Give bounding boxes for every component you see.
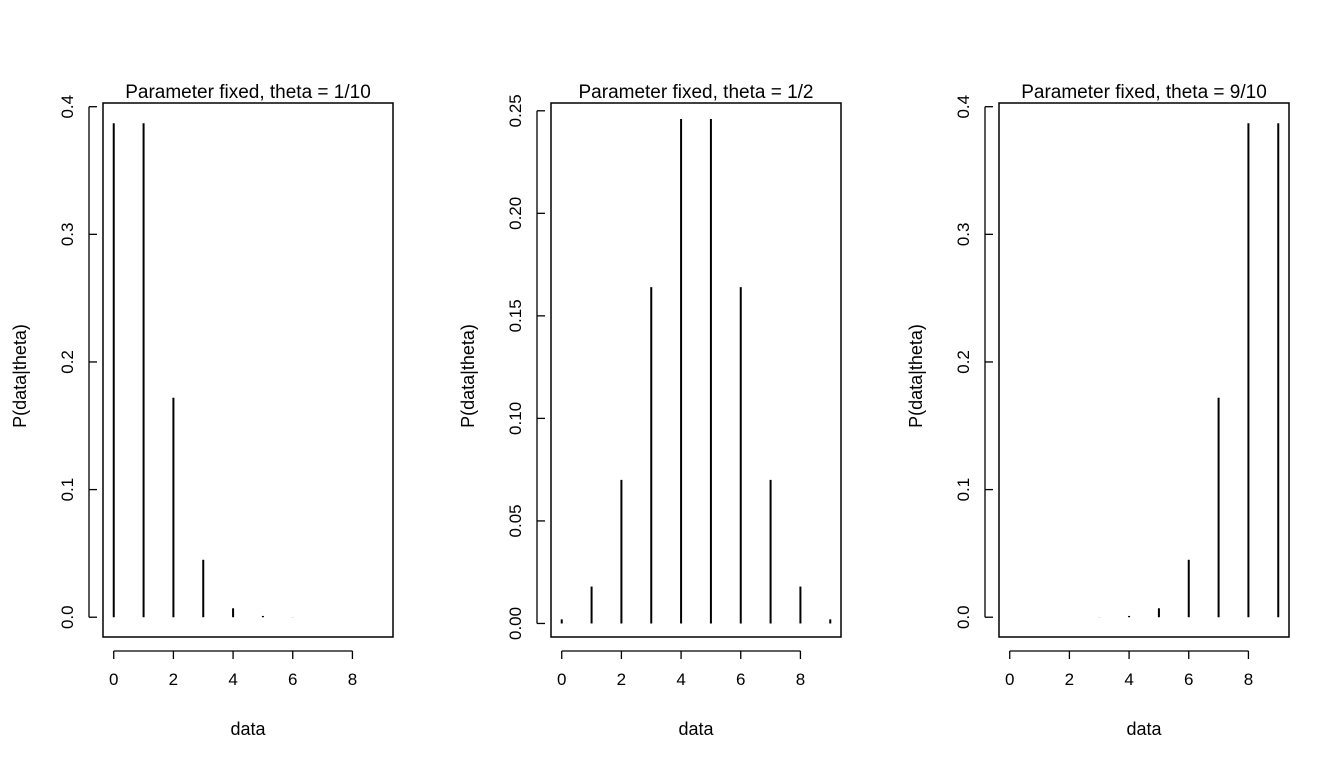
x-tick-label: 0 xyxy=(1005,670,1014,689)
y-tick-label: 0.1 xyxy=(954,478,973,502)
y-tick-label: 0.1 xyxy=(58,478,77,502)
y-tick-label: 0.3 xyxy=(58,223,77,247)
x-tick-label: 8 xyxy=(796,670,805,689)
y-axis-label: P(data|theta) xyxy=(458,324,478,428)
x-axis-label: data xyxy=(230,719,266,739)
x-tick-label: 4 xyxy=(1124,670,1133,689)
y-tick-label: 0.15 xyxy=(506,299,525,332)
x-tick-label: 2 xyxy=(169,670,178,689)
x-tick-label: 6 xyxy=(736,670,745,689)
y-tick-label: 0.4 xyxy=(954,95,973,119)
plot-frame xyxy=(550,102,842,638)
y-axis-label: P(data|theta) xyxy=(10,324,30,428)
x-tick-label: 6 xyxy=(1184,670,1193,689)
x-tick-label: 0 xyxy=(109,670,118,689)
chart-panel-2: Parameter fixed, theta = 1/2 0 2 4 6 8 data 0.0… xyxy=(458,82,842,739)
plot-frame xyxy=(998,102,1290,638)
x-tick-label: 2 xyxy=(617,670,626,689)
x-tick-label: 8 xyxy=(1244,670,1253,689)
y-tick-label: 0.0 xyxy=(58,605,77,629)
x-tick-label: 4 xyxy=(676,670,685,689)
y-tick-label: 0.25 xyxy=(506,94,525,127)
chart-title: Parameter fixed, theta = 1/10 xyxy=(125,82,371,103)
y-tick-label: 0.20 xyxy=(506,197,525,230)
y-tick-label: 0.4 xyxy=(58,95,77,119)
plot-frame xyxy=(102,102,394,638)
y-tick-label: 0.2 xyxy=(58,350,77,374)
y-tick-label: 0.00 xyxy=(506,607,525,640)
x-axis-label: data xyxy=(678,719,714,739)
x-tick-label: 4 xyxy=(228,670,237,689)
y-tick-label: 0.0 xyxy=(954,605,973,629)
y-tick-label: 0.2 xyxy=(954,350,973,374)
chart-panel-3: Parameter fixed, theta = 9/10 0 2 4 6 8 data 0.… xyxy=(906,82,1290,739)
x-tick-label: 8 xyxy=(348,670,357,689)
y-tick-label: 0.05 xyxy=(506,504,525,537)
x-tick-label: 6 xyxy=(288,670,297,689)
chart-title: Parameter fixed, theta = 9/10 xyxy=(1021,82,1267,103)
y-tick-label: 0.3 xyxy=(954,223,973,247)
x-tick-label: 0 xyxy=(557,670,566,689)
x-tick-label: 2 xyxy=(1065,670,1074,689)
chart-title: Parameter fixed, theta = 1/2 xyxy=(579,82,814,103)
x-axis-label: data xyxy=(1126,719,1162,739)
y-tick-label: 0.10 xyxy=(506,402,525,435)
chart-panel-1: Parameter fixed, theta = 1/10 0 2 4 6 8 data 0.… xyxy=(10,82,394,739)
y-axis-label: P(data|theta) xyxy=(906,324,926,428)
